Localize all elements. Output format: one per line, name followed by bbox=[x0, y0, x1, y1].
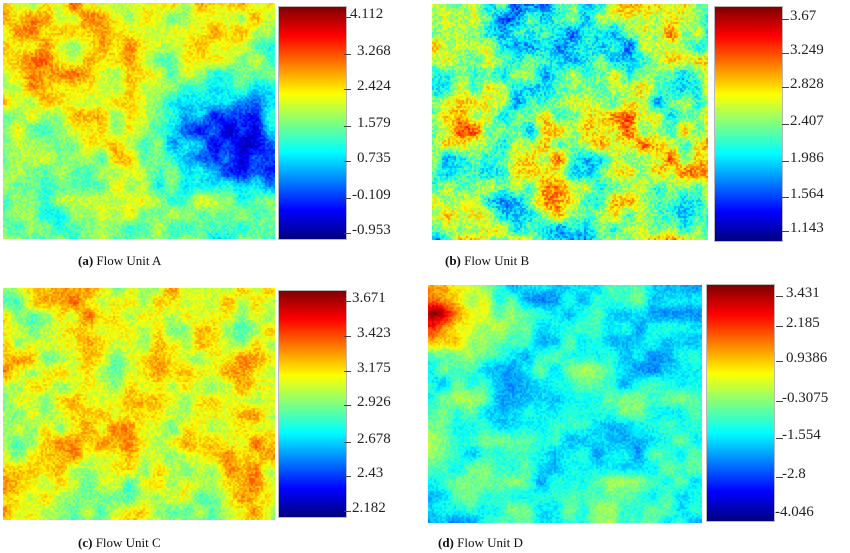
colorbar-a-tick: 3.268 bbox=[357, 43, 391, 59]
colorbar-c-tick: 2.182 bbox=[352, 500, 386, 516]
heatmap-flow-unit-c bbox=[3, 288, 275, 520]
colorbar-c-tick: 3.423 bbox=[357, 325, 391, 341]
colorbar-b-tick: 1.143 bbox=[790, 220, 824, 236]
colorbar-b-tick: 2.828 bbox=[790, 76, 824, 92]
colorbar-c bbox=[278, 290, 347, 518]
caption-a-letter: (a) bbox=[78, 253, 94, 268]
heatmap-flow-unit-b bbox=[432, 4, 708, 240]
colorbar-a-tick: -0.109 bbox=[352, 187, 391, 203]
heatmap-flow-unit-a bbox=[3, 3, 275, 239]
caption-c: (c) Flow Unit C bbox=[78, 535, 161, 551]
caption-d-text: Flow Unit D bbox=[457, 535, 523, 550]
colorbar-d-tick: -0.3075 bbox=[782, 390, 829, 406]
colorbar-d-tick: -2.8 bbox=[782, 466, 806, 482]
colorbar-d-tick: -4.046 bbox=[775, 504, 814, 520]
colorbar-a-tick: 0.735 bbox=[357, 150, 391, 166]
colorbar-a-tick: 4.112 bbox=[350, 6, 384, 22]
colorbar-c-tick: 2.926 bbox=[357, 394, 391, 410]
colorbar-b bbox=[714, 6, 783, 242]
caption-b: (b) Flow Unit B bbox=[445, 253, 529, 269]
caption-a: (a) Flow Unit A bbox=[78, 253, 161, 269]
colorbar-b-tick: 2.407 bbox=[790, 113, 824, 129]
colorbar-a bbox=[278, 6, 347, 240]
colorbar-d-tick: 2.185 bbox=[786, 315, 820, 331]
colorbar-b-tick: 1.564 bbox=[790, 186, 824, 202]
colorbar-c-tick: 3.671 bbox=[352, 290, 386, 306]
caption-b-letter: (b) bbox=[445, 253, 461, 268]
heatmap-flow-unit-d bbox=[428, 285, 702, 523]
caption-c-text: Flow Unit C bbox=[95, 535, 161, 550]
colorbar-c-tick: 2.43 bbox=[357, 465, 384, 481]
colorbar-c-tick: 3.175 bbox=[357, 360, 391, 376]
colorbar-b-tick: 3.249 bbox=[790, 42, 824, 58]
caption-d: (d) Flow Unit D bbox=[438, 535, 523, 551]
colorbar-a-tick: 1.579 bbox=[357, 115, 391, 131]
colorbar-d-tick: -1.554 bbox=[782, 427, 821, 443]
colorbar-a-tick: -0.953 bbox=[352, 222, 391, 238]
colorbar-d-tick: 0.9386 bbox=[786, 350, 828, 366]
caption-a-text: Flow Unit A bbox=[96, 253, 162, 268]
colorbar-a-tick: 2.424 bbox=[357, 78, 391, 94]
caption-b-text: Flow Unit B bbox=[464, 253, 530, 268]
colorbar-c-tick: 2.678 bbox=[357, 431, 391, 447]
colorbar-d-tick: 3.431 bbox=[786, 285, 820, 301]
colorbar-d bbox=[706, 284, 775, 522]
colorbar-b-tick: 3.67 bbox=[790, 8, 817, 24]
caption-d-letter: (d) bbox=[438, 535, 454, 550]
caption-c-letter: (c) bbox=[78, 535, 93, 550]
colorbar-b-tick: 1.986 bbox=[790, 150, 824, 166]
